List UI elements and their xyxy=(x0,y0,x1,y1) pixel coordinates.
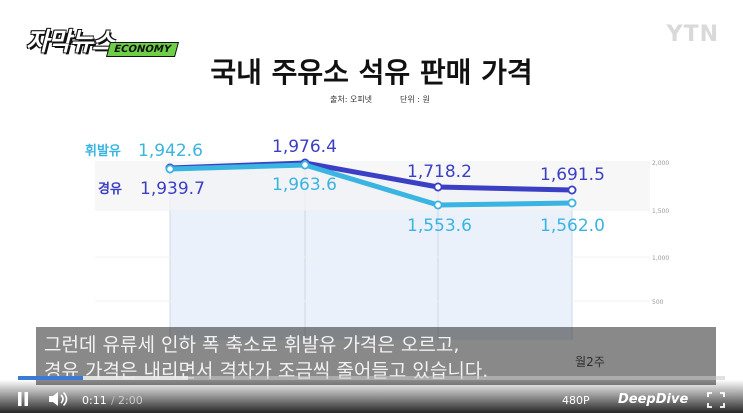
series-point-0 xyxy=(567,185,577,195)
data-label: 1,939.7 xyxy=(140,179,205,199)
current-time: 0:11 xyxy=(82,394,107,407)
volume-icon[interactable] xyxy=(48,391,70,407)
progress-played xyxy=(18,376,84,380)
data-label: 1,976.4 xyxy=(272,137,337,157)
series-point-1 xyxy=(300,160,310,170)
series-point-1 xyxy=(567,198,577,208)
fullscreen-icon[interactable] xyxy=(707,392,725,408)
channel-watermark: YTN xyxy=(666,22,719,47)
series-point-1 xyxy=(165,164,175,174)
progress-buffered xyxy=(18,376,188,380)
y-tick-label: 1,000 xyxy=(652,255,669,262)
pause-icon[interactable] xyxy=(16,391,30,407)
series-point-1 xyxy=(433,200,443,210)
y-tick-label: 2,000 xyxy=(652,160,669,167)
legend-gasoline: 휘발유 xyxy=(85,143,121,159)
series-point-0 xyxy=(433,182,443,192)
y-tick-label: 500 xyxy=(652,299,664,306)
quality-button[interactable]: 480P xyxy=(562,394,590,407)
unit-note: 단위 : 원 xyxy=(400,95,430,104)
data-label: 1,691.5 xyxy=(540,165,605,185)
progress-bar[interactable] xyxy=(18,376,725,380)
source-note: 출처: 오피넷 xyxy=(330,95,373,104)
deepdive-logo[interactable]: DeepDive xyxy=(618,392,689,407)
total-time: 2:00 xyxy=(118,394,143,407)
data-label: 1,718.2 xyxy=(407,162,472,182)
data-label: 1,553.6 xyxy=(407,216,472,236)
time-separator: / xyxy=(111,394,115,407)
data-label: 1,942.6 xyxy=(138,141,203,161)
data-label: 1,963.6 xyxy=(272,175,337,195)
chart-title: 국내 주유소 석유 판매 가격 xyxy=(210,56,533,89)
subtitle-backdrop xyxy=(36,327,716,385)
series-line-1 xyxy=(167,162,575,208)
player-control-bar xyxy=(0,380,743,413)
subtitle-line-1: 그런데 유류세 인하 폭 축소로 휘발유 가격은 오르고, xyxy=(44,334,460,356)
legend-diesel: 경유 xyxy=(98,181,122,197)
y-tick-label: 1,500 xyxy=(652,208,669,215)
data-label: 1,562.0 xyxy=(540,216,605,236)
program-logo: 자막뉴스 xyxy=(26,27,115,56)
